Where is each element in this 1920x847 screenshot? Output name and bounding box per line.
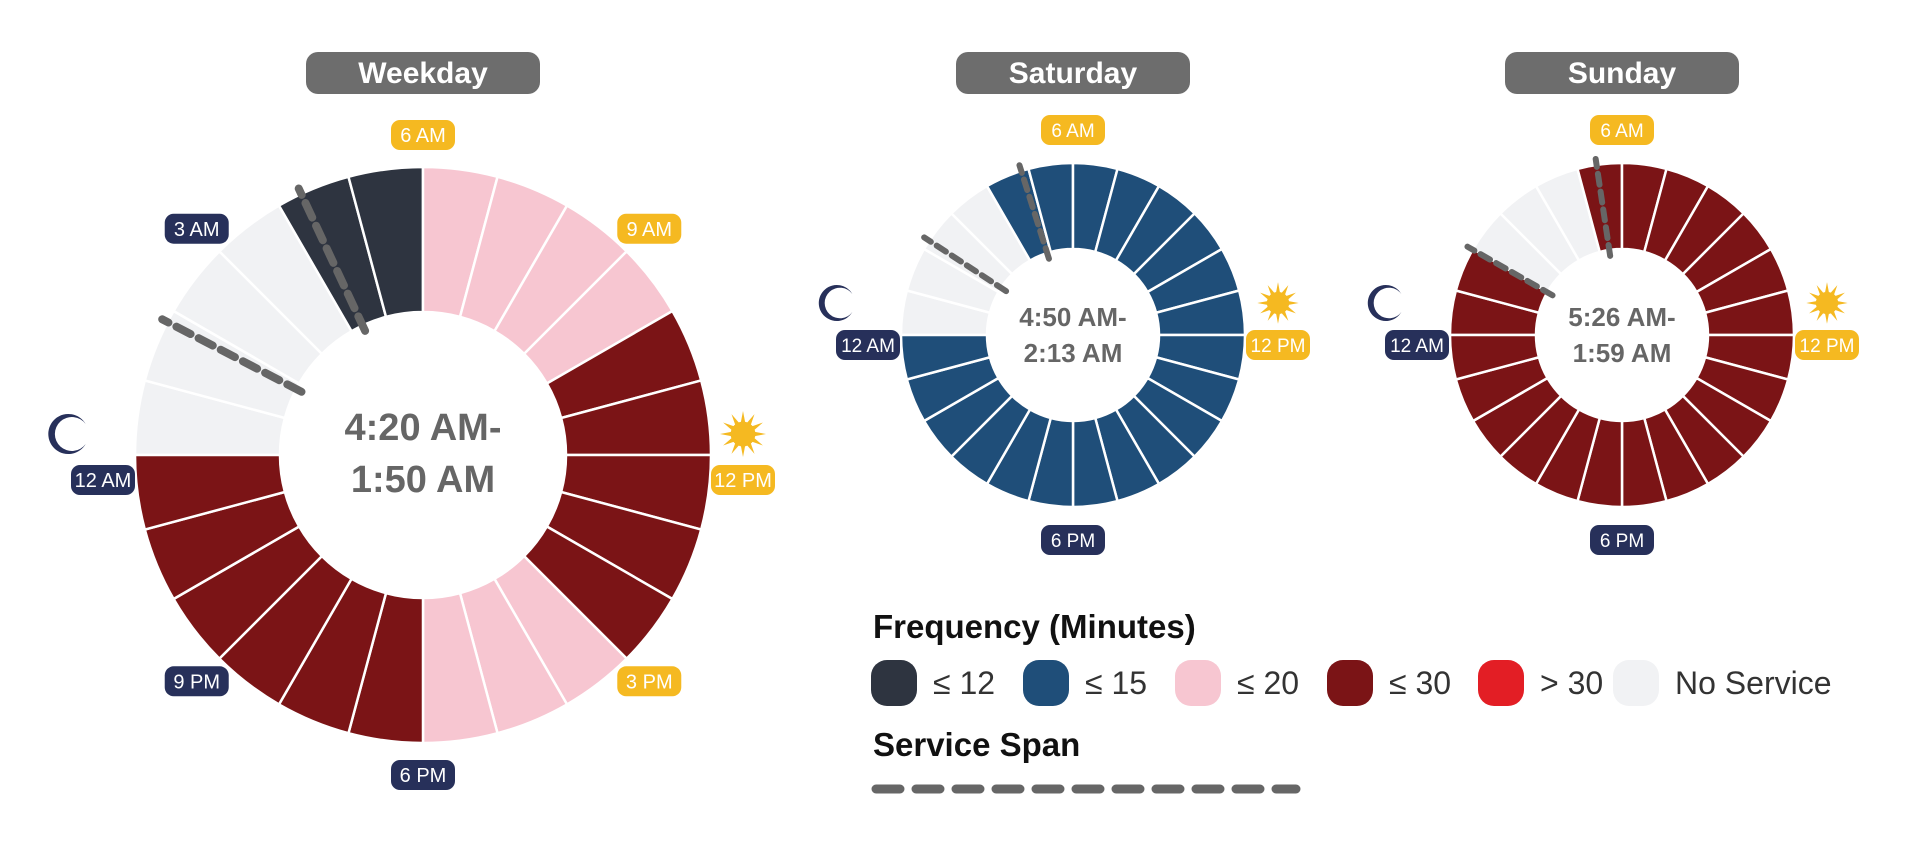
saturday-title: Saturday: [1009, 57, 1138, 90]
saturday-chart: Saturday 4:50 AM- 2:13 AM 6 AM 12 PM 6 PM 1…: [818, 52, 1310, 555]
weekday-span-end-marker: [158, 315, 306, 396]
weekday-service-span-markers: [158, 184, 370, 396]
weekday-time-label-5: 9 PM: [164, 666, 229, 697]
weekday-time-label-2: 12 PM: [711, 465, 775, 495]
weekday-time-label-4: 6 PM: [391, 760, 455, 790]
sunday-time-label-1: 12 PM: [1795, 330, 1859, 360]
legend-label-le30: ≤ 30: [1389, 665, 1451, 701]
saturday-time-label-text: 12 AM: [841, 336, 895, 357]
sunday-title-pill: [1505, 52, 1739, 94]
saturday-time-labels: 6 AM 12 PM 6 PM 12 AM: [818, 115, 1310, 555]
sunday-time-label-text: 6 AM: [1600, 121, 1643, 142]
legend-item-le30: ≤ 30: [1327, 660, 1451, 706]
legend-label-le20: ≤ 20: [1237, 665, 1299, 701]
service-span-title: Service Span: [873, 726, 1080, 763]
weekday-moon-icon: [48, 414, 86, 455]
saturday-span-end-marker: [921, 234, 1010, 295]
sunday-span-start: 5:26 AM-: [1568, 302, 1675, 332]
weekday-span-start-marker: [294, 184, 370, 335]
sunday-span-end-marker: [1464, 243, 1556, 299]
sunday-segment-hour-23: [1448, 333, 1541, 382]
weekday-time-label-text: 12 AM: [75, 470, 132, 492]
sunday-chart: Sunday 5:26 AM- 1:59 AM 6 AM 12 PM 6 PM 12 …: [1367, 52, 1859, 555]
legend-item-gt30: > 30: [1478, 660, 1603, 706]
legend-label-gt30: > 30: [1540, 665, 1603, 701]
saturday-moon-icon: [818, 285, 853, 322]
sunday-title: Sunday: [1568, 57, 1677, 90]
saturday-span-start-marker: [1016, 162, 1052, 262]
weekday-time-label-0: 6 AM: [391, 120, 455, 150]
weekday-time-label-3: 3 PM: [617, 666, 682, 697]
legend-swatch-le12: [871, 660, 917, 706]
saturday-span-end: 2:13 AM: [1024, 338, 1123, 368]
weekday-span-end: 1:50 AM: [351, 459, 495, 501]
weekday-title: Weekday: [358, 57, 488, 90]
weekday-title-pill: [306, 52, 540, 94]
saturday-time-label-text: 6 AM: [1051, 121, 1094, 142]
saturday-title-pill: [956, 52, 1190, 94]
sunday-service-span-markers: [1464, 155, 1614, 299]
saturday-span-start: 4:50 AM-: [1019, 302, 1126, 332]
weekday-time-label-1: 9 AM: [617, 213, 682, 244]
sunday-time-label-text: 12 PM: [1800, 336, 1855, 357]
legend-item-none: No Service: [1613, 660, 1832, 706]
sunday-time-label-0: 6 AM: [1590, 115, 1654, 145]
saturday-time-label-0: 6 AM: [1041, 115, 1105, 145]
legend-swatch-none: [1613, 660, 1659, 706]
weekday-time-label-text: 6 PM: [400, 765, 447, 787]
weekday-hour-segments: [133, 165, 713, 745]
legend-swatch-gt30: [1478, 660, 1524, 706]
legend-swatch-le30: [1327, 660, 1373, 706]
weekday-segment-hour-23: [133, 453, 287, 532]
weekday-time-labels: 6 AM 9 AM 12 PM 3 PM 6 PM 9 PM 12 AM 3 AM: [48, 120, 775, 790]
legend-item-le12: ≤ 12: [871, 660, 995, 706]
legend-label-none: No Service: [1675, 665, 1832, 701]
saturday-service-span-markers: [921, 162, 1052, 295]
sunday-span-start-marker: [1592, 155, 1614, 259]
sunday-time-labels: 6 AM 12 PM 6 PM 12 AM: [1367, 115, 1859, 555]
weekday-span-start: 4:20 AM-: [345, 407, 502, 449]
saturday-time-label-text: 12 PM: [1251, 336, 1306, 357]
weekday-time-label-text: 3 AM: [174, 219, 220, 241]
weekday-chart: Weekday 4:20 AM- 1:50 AM 6 AM 9 AM 12 PM 3 …: [48, 52, 775, 790]
legend-swatch-le15: [1023, 660, 1069, 706]
legend-label-le12: ≤ 12: [933, 665, 995, 701]
legend-item-le15: ≤ 15: [1023, 660, 1147, 706]
weekday-time-label-text: 9 AM: [626, 219, 672, 241]
weekday-time-label-text: 3 PM: [626, 671, 673, 693]
sunday-moon-icon: [1367, 285, 1402, 322]
sunday-time-label-text: 6 PM: [1600, 531, 1644, 552]
saturday-time-label-text: 6 PM: [1051, 531, 1095, 552]
legend-title: Frequency (Minutes): [873, 608, 1196, 645]
sunday-time-label-text: 12 AM: [1390, 336, 1444, 357]
saturday-hour-segments: [899, 161, 1247, 509]
saturday-sun-icon: [1257, 282, 1299, 324]
saturday-segment-hour-23: [899, 333, 992, 382]
saturday-time-label-2: 6 PM: [1041, 525, 1105, 555]
legend-item-le20: ≤ 20: [1175, 660, 1299, 706]
weekday-time-label-7: 3 AM: [164, 213, 229, 244]
weekday-sun-icon: [720, 411, 766, 457]
sunday-hour-segments: [1448, 161, 1796, 509]
weekday-time-label-text: 6 AM: [400, 125, 446, 147]
legend-swatch-le20: [1175, 660, 1221, 706]
sunday-sun-icon: [1806, 282, 1848, 324]
legend: Frequency (Minutes) ≤ 12 ≤ 15 ≤ 20 ≤ 30 > 30…: [871, 608, 1832, 794]
weekday-time-label-text: 12 PM: [714, 470, 772, 492]
weekday-time-label-6: 12 AM: [71, 465, 135, 495]
saturday-time-label-3: 12 AM: [836, 330, 900, 360]
saturday-time-label-1: 12 PM: [1246, 330, 1310, 360]
sunday-time-label-3: 12 AM: [1385, 330, 1449, 360]
legend-label-le15: ≤ 15: [1085, 665, 1147, 701]
legend-items: ≤ 12 ≤ 15 ≤ 20 ≤ 30 > 30 No Service: [871, 660, 1832, 706]
sunday-time-label-2: 6 PM: [1590, 525, 1654, 555]
sunday-span-end: 1:59 AM: [1573, 338, 1672, 368]
weekday-time-label-text: 9 PM: [173, 671, 220, 693]
